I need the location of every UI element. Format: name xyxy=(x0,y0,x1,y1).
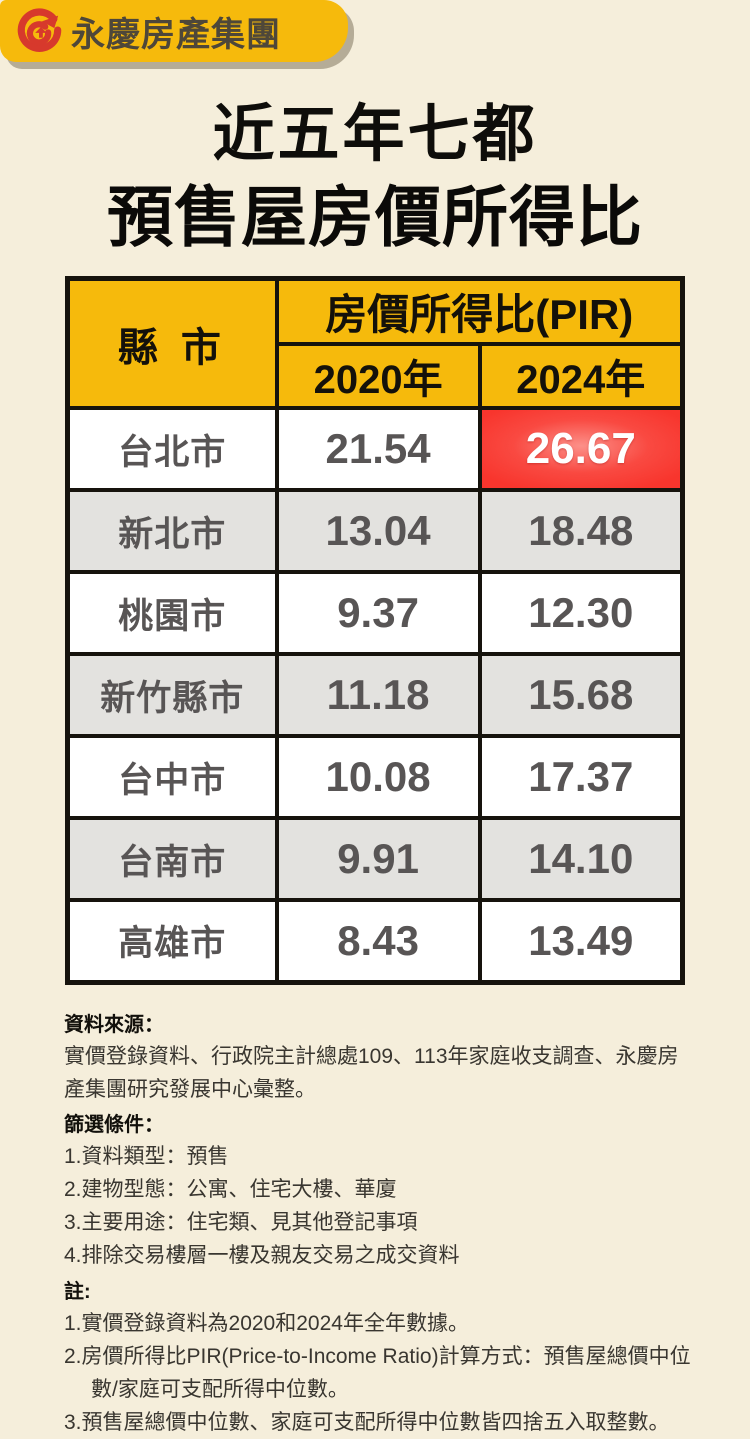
table-row: 新北市 13.04 18.48 xyxy=(65,488,685,574)
filter-item: 2.建物型態：公寓、住宅大樓、華廈 xyxy=(64,1178,397,1202)
value-2024-cell: 12.30 xyxy=(477,570,685,656)
page-title: 近五年七都 預售屋房價所得比 xyxy=(0,0,750,258)
table-row: 新竹縣市 11.18 15.68 xyxy=(65,652,685,738)
city-cell: 高雄市 xyxy=(65,898,279,984)
pir-table: 縣 市 房價所得比(PIR) 2020年 2024年 台北市 21.54 26.… xyxy=(65,276,685,985)
table-row: 高雄市 8.43 13.49 xyxy=(65,898,685,984)
value-2020-cell: 10.08 xyxy=(274,734,482,820)
filter-item: 1.資料類型：預售 xyxy=(64,1144,229,1168)
column-header-2020: 2020年 xyxy=(274,342,482,410)
yungching-logo-icon xyxy=(17,8,62,52)
note-label: 註: xyxy=(64,1280,91,1303)
column-header-pir-group: 房價所得比(PIR) xyxy=(274,276,685,346)
filter-item: 4.排除交易樓層一樓及親友交易之成交資料 xyxy=(64,1244,460,1268)
brand-name: 永慶房產集團 xyxy=(71,15,281,54)
value-2024-cell: 18.48 xyxy=(477,488,685,574)
page-title-line1: 近五年七都 xyxy=(212,100,538,169)
value-2024-cell: 14.10 xyxy=(477,816,685,902)
value-2024-cell-highlighted: 26.67 xyxy=(477,406,685,492)
column-header-city: 縣 市 xyxy=(65,276,279,410)
value-2020-cell: 13.04 xyxy=(274,488,482,574)
brand-badge: 永慶房產集團 xyxy=(0,0,348,62)
filter-label: 篩選條件： xyxy=(64,1113,164,1136)
note-item: 3.預售屋總價中位數、家庭可支配所得中位數皆四捨五入取整數。 xyxy=(64,1411,670,1435)
city-cell: 台北市 xyxy=(65,406,279,492)
note-item: 2.房價所得比PIR(Price-to-Income Ratio)計算方式：預售… xyxy=(64,1344,691,1401)
note-item: 1.實價登錄資料為2020和2024年全年數據。 xyxy=(64,1311,469,1335)
city-cell: 台南市 xyxy=(65,816,279,902)
value-2024-cell: 13.49 xyxy=(477,898,685,984)
table-row: 桃園市 9.37 12.30 xyxy=(65,570,685,656)
notes-section: 資料來源： 實價登錄資料、行政院主計總處109、113年家庭收支調查、永慶房產集… xyxy=(64,1010,698,1439)
city-cell: 台中市 xyxy=(65,734,279,820)
pir-table-header: 縣 市 房價所得比(PIR) 2020年 2024年 xyxy=(65,276,685,410)
page-title-line2: 預售屋房價所得比 xyxy=(107,179,643,254)
city-cell: 桃園市 xyxy=(65,570,279,656)
value-2024-cell: 17.37 xyxy=(477,734,685,820)
source-text: 實價登錄資料、行政院主計總處109、113年家庭收支調查、永慶房產集團研究發展中… xyxy=(64,1044,679,1101)
value-2020-cell: 21.54 xyxy=(274,406,482,492)
value-2020-cell: 9.37 xyxy=(274,570,482,656)
city-cell: 新竹縣市 xyxy=(65,652,279,738)
value-2020-cell: 9.91 xyxy=(274,816,482,902)
value-2020-cell: 8.43 xyxy=(274,898,482,984)
table-row: 台南市 9.91 14.10 xyxy=(65,816,685,902)
city-cell: 新北市 xyxy=(65,488,279,574)
column-header-2024: 2024年 xyxy=(477,342,685,410)
value-2024-cell: 15.68 xyxy=(477,652,685,738)
table-row: 台北市 21.54 26.67 xyxy=(65,406,685,492)
table-row: 台中市 10.08 17.37 xyxy=(65,734,685,820)
value-2020-cell: 11.18 xyxy=(274,652,482,738)
filter-item: 3.主要用途：住宅類、見其他登記事項 xyxy=(64,1211,418,1235)
source-label: 資料來源： xyxy=(64,1013,164,1036)
